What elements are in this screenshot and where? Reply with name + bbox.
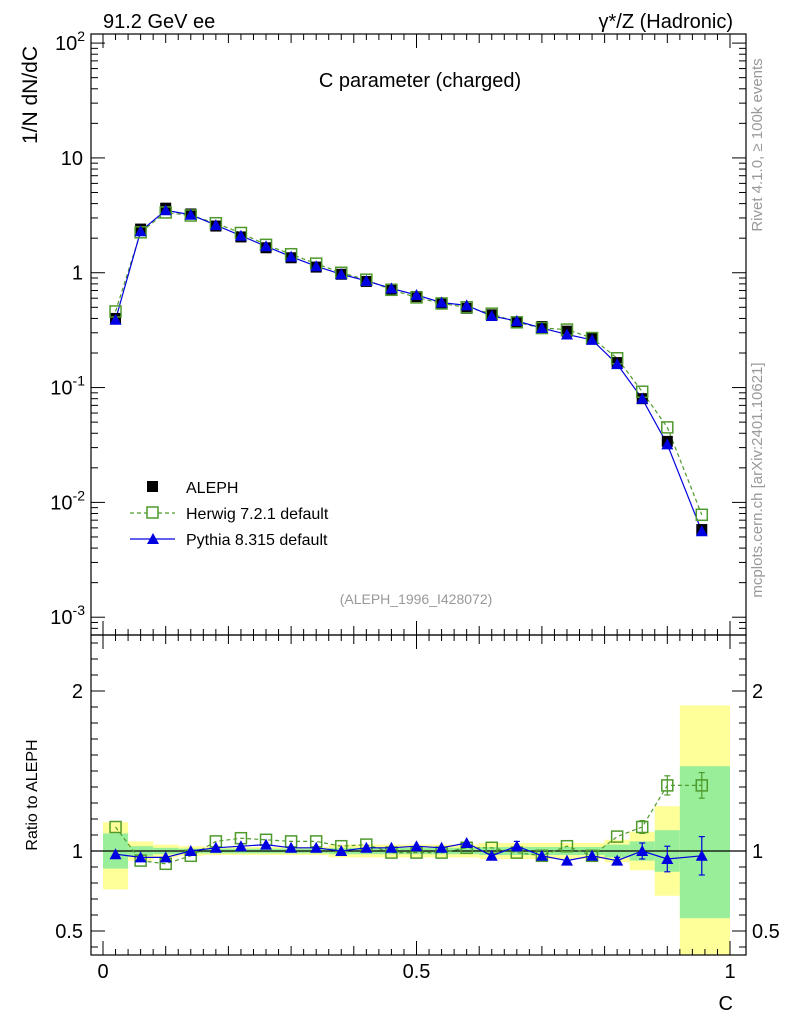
ratio-pythia-point xyxy=(209,841,222,853)
ratio-herwig-point xyxy=(695,779,709,792)
pythia-point xyxy=(184,208,197,220)
pythia-point xyxy=(385,282,398,294)
y-tick-label: 10-1 xyxy=(50,373,85,400)
x-tick-label: 1 xyxy=(724,961,735,983)
process-label: γ*/Z (Hadronic) xyxy=(599,11,733,33)
pythia-point xyxy=(535,322,548,334)
ratio-pythia-point xyxy=(335,845,348,856)
ratio-pythia-point xyxy=(535,849,548,861)
rivet-side-label: Rivet 4.1.0, ≥ 100k events xyxy=(749,58,766,231)
main-y-axis-label: 1/N dN/dC xyxy=(19,46,42,144)
y-tick-label: 10-3 xyxy=(50,602,85,629)
ratio-y-tick-label: 0.5 xyxy=(55,921,83,943)
ratio-pythia-point xyxy=(260,838,273,850)
main-plot: 10-3 10-2 10-1 1 10 102 xyxy=(50,28,746,636)
pythia-point xyxy=(636,392,649,404)
pythia-point xyxy=(285,250,298,262)
ratio-pythia-point xyxy=(510,840,523,852)
y-tick-label: 10-2 xyxy=(50,487,85,514)
pythia-point xyxy=(159,204,172,216)
ratio-pythia-point xyxy=(385,841,398,853)
pythia-point xyxy=(134,225,147,237)
svg-text:Ratio to ALEPH: Ratio to ALEPH xyxy=(24,739,41,850)
ratio-pythia-point xyxy=(636,845,649,856)
pythia-point xyxy=(661,438,674,450)
legend: ALEPH Herwig 7.2.1 default Pythia 8.315 … xyxy=(130,480,329,549)
ratio-herwig-point xyxy=(635,820,649,834)
pythia-point xyxy=(460,299,473,311)
pythia-point xyxy=(335,268,348,280)
pythia-point xyxy=(410,288,423,300)
legend-aleph-marker xyxy=(147,481,158,492)
x-axis-label: C xyxy=(719,993,733,1015)
pythia-point xyxy=(360,274,373,286)
pythia-point xyxy=(560,328,573,340)
ratio-pythia-point xyxy=(109,848,122,860)
ratio-pythia-point xyxy=(310,841,323,853)
pythia-point xyxy=(435,296,448,308)
y-tick-label: 1 xyxy=(72,263,83,285)
ratio-y-tick-label: 2 xyxy=(72,681,83,703)
svg-text:Rivet 4.1.0, ≥ 100k events: Rivet 4.1.0, ≥ 100k events xyxy=(749,58,766,231)
pythia-point xyxy=(510,314,523,326)
ratio-line-pythia xyxy=(115,842,702,862)
pythia-point xyxy=(209,219,222,231)
ratio-pythia-point xyxy=(134,851,147,863)
ratio-y-tick-label-right: 0.5 xyxy=(752,921,780,943)
ratio-pythia-point xyxy=(285,841,298,853)
ratio-pythia-point xyxy=(485,849,498,861)
pythia-point xyxy=(695,525,708,537)
y-tick-label: 10 xyxy=(61,148,83,170)
legend-pythia-marker xyxy=(147,533,159,544)
pythia-point xyxy=(260,240,273,252)
ratio-pythia-point xyxy=(410,840,423,852)
ratio-pythia-point xyxy=(184,845,197,856)
ratio-uncertainty-bands xyxy=(103,705,730,955)
ratio-pythia-point xyxy=(611,854,624,866)
legend-pythia-label: Pythia 8.315 default xyxy=(186,532,328,549)
ratio-plot-frame xyxy=(90,634,747,956)
ratio-y-axis-label: Ratio to ALEPH xyxy=(24,739,41,850)
ratio-pythia-point xyxy=(695,849,708,861)
pythia-point xyxy=(611,358,624,370)
ratio-y-tick-label-right: 2 xyxy=(752,681,763,703)
ratio-herwig-point xyxy=(109,820,122,834)
ratio-y-tick-label: 1 xyxy=(72,841,83,863)
svg-text:1/N dN/dC: 1/N dN/dC xyxy=(19,46,42,144)
ratio-pythia-point xyxy=(234,840,247,852)
ratio-herwig-point xyxy=(610,830,624,843)
energy-label: 91.2 GeV ee xyxy=(103,11,215,33)
pythia-point xyxy=(234,229,247,241)
pythia-point xyxy=(586,333,599,345)
herwig-point xyxy=(661,421,674,434)
ratio-pythia-point xyxy=(460,837,473,848)
legend-aleph-label: ALEPH xyxy=(186,480,238,497)
pythia-point xyxy=(485,310,498,322)
svg-text:mcplots.cern.ch [arXiv:2401.10: mcplots.cern.ch [arXiv:2401.10621] xyxy=(749,362,766,597)
ratio-herwig-point xyxy=(661,779,674,792)
ratio-pythia-point xyxy=(435,841,448,853)
pythia-point xyxy=(109,313,122,325)
x-tick-label: 0 xyxy=(97,961,108,983)
legend-herwig-label: Herwig 7.2.1 default xyxy=(186,506,329,523)
y-tick-label: 102 xyxy=(55,28,85,55)
ratio-pythia-point xyxy=(560,854,573,866)
analysis-reference: (ALEPH_1996_I428072) xyxy=(340,591,493,607)
herwig-point xyxy=(695,508,709,522)
ratio-pythia-point xyxy=(360,841,373,853)
ratio-plot: 0.5 0.5 1 1 2 2 0 0.5 1 xyxy=(55,635,780,983)
ratio-pythia-point xyxy=(586,849,599,861)
plot-title: C parameter (charged) xyxy=(319,70,521,92)
ratio-y-tick-label-right: 1 xyxy=(752,841,763,863)
green-band xyxy=(679,766,730,919)
ratio-pythia-point xyxy=(159,851,172,863)
x-tick-label: 0.5 xyxy=(403,961,431,983)
legend-herwig-marker xyxy=(146,506,159,519)
ratio-pythia-point xyxy=(661,853,674,864)
pythia-point xyxy=(310,260,323,272)
ratio-herwig-point xyxy=(560,839,574,853)
mcplots-side-label: mcplots.cern.ch [arXiv:2401.10621] xyxy=(749,362,766,597)
